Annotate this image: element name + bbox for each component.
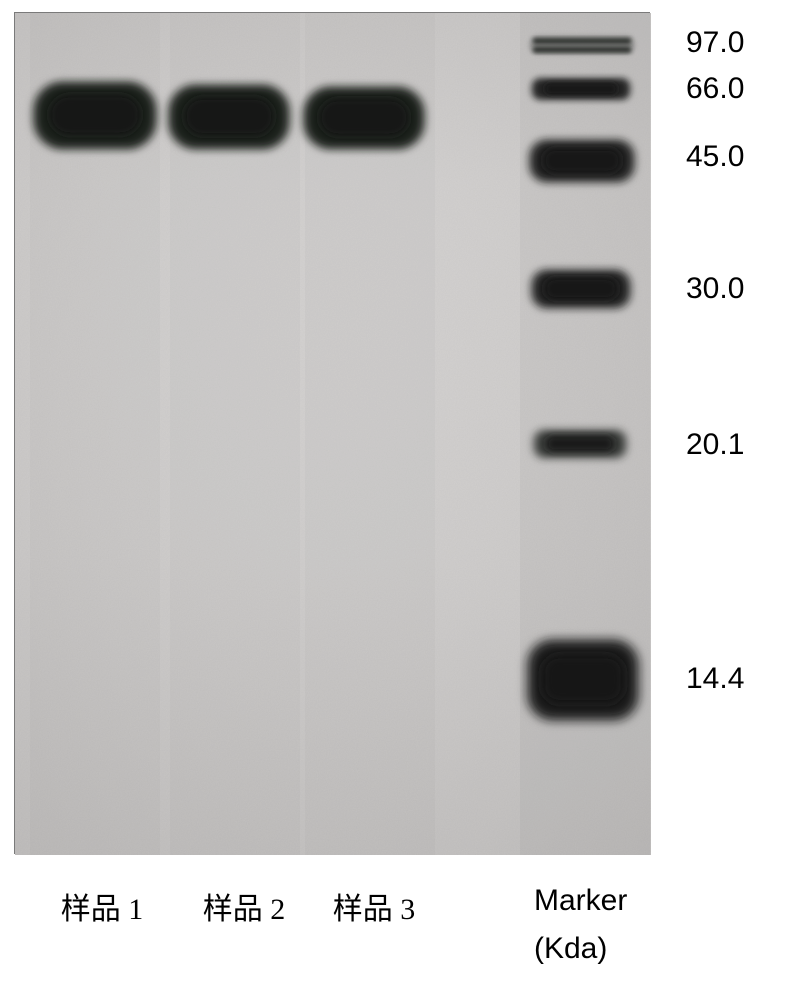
mw-label-1: 66.0 xyxy=(686,72,744,106)
mw-label-4: 20.1 xyxy=(686,428,744,462)
mw-label-5: 14.4 xyxy=(686,662,744,696)
lane-label-sample2: 样品 2 xyxy=(184,884,304,928)
lane-label-sample1: 样品 1 xyxy=(42,884,162,928)
lane-label-marker-unit: (Kda) xyxy=(534,932,674,966)
mw-label-0: 97.0 xyxy=(686,26,744,60)
gel-svg xyxy=(15,13,651,855)
mw-label-3: 30.0 xyxy=(686,272,744,306)
gel-image xyxy=(14,12,650,854)
lane-label-sample3: 样品 3 xyxy=(314,884,434,928)
lane-label-marker: Marker xyxy=(534,884,674,918)
gel-figure: 97.0 66.0 45.0 30.0 20.1 14.4 样品 1 样品 2样品 3 Mar… xyxy=(14,12,784,982)
mw-label-2: 45.0 xyxy=(686,140,744,174)
